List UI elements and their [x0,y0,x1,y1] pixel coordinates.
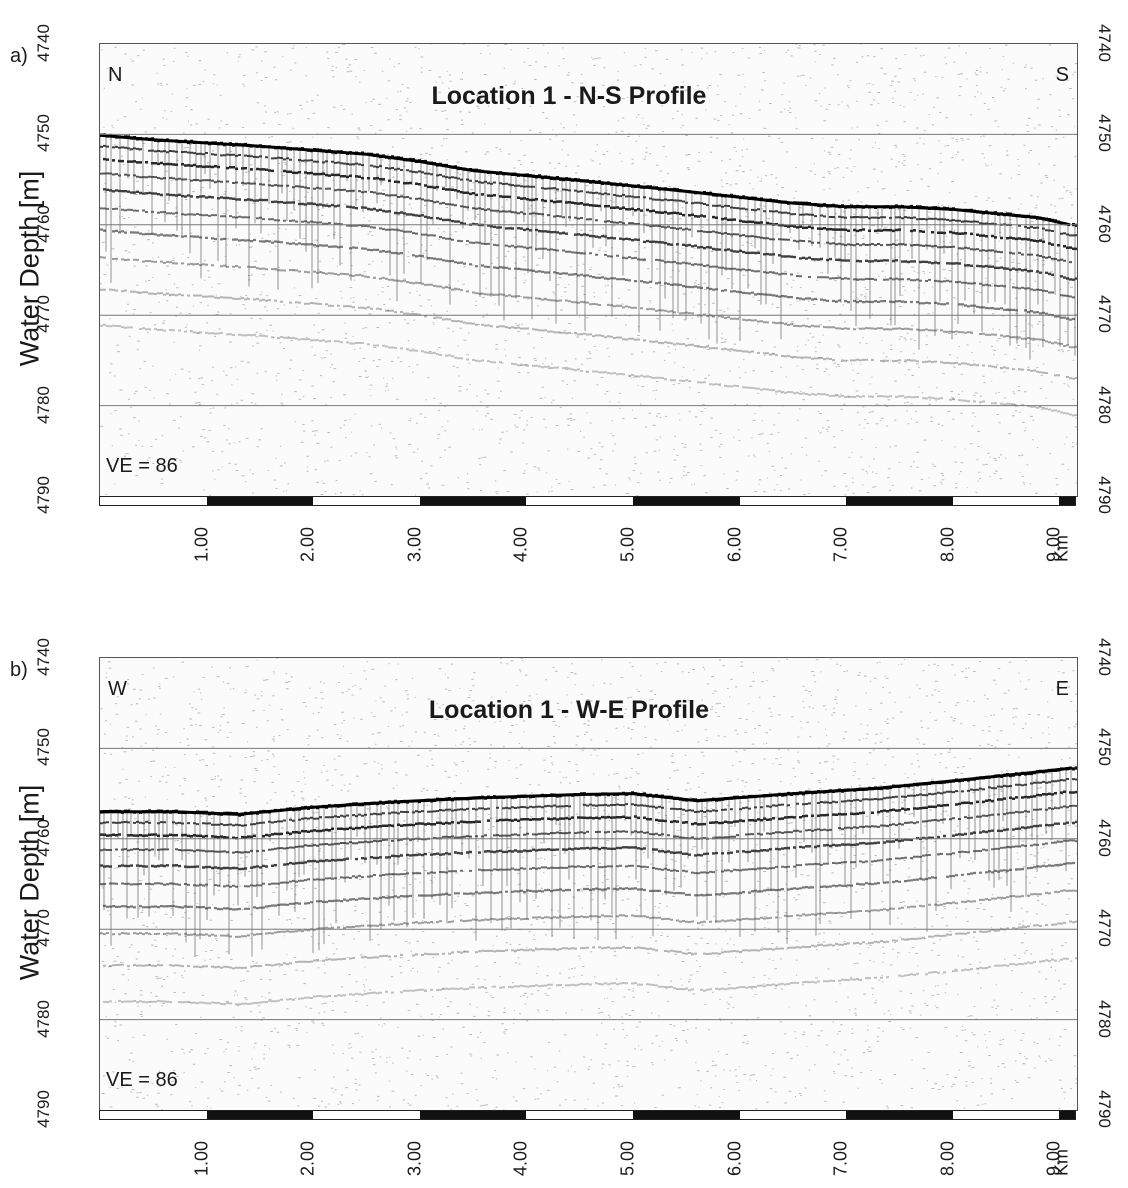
vertical-exaggeration-label: VE = 86 [106,1069,178,1091]
scale-bar-segment [739,497,847,505]
x-tick-label: 4.00 [510,526,531,563]
y-tick-left: 4770 [34,295,53,334]
vertical-exaggeration-label: VE = 86 [106,455,178,477]
seismic-reflections [100,658,1077,1110]
y-tick-right: 4780 [1095,385,1114,424]
x-tick-label: 6.00 [724,1140,745,1177]
scale-bar-segment [526,1111,633,1119]
seismic-reflections [100,44,1077,496]
right-direction-label: E [1055,678,1069,700]
x-tick-label: 5.00 [617,526,638,563]
y-tick-right: 4740 [1095,24,1114,62]
x-axis-unit: Km [1051,535,1072,562]
scale-bar-segment [846,1111,953,1119]
x-tick-label: 8.00 [937,1140,958,1177]
x-tick-label: 2.00 [297,1140,318,1177]
y-axis-label: Water Depth [m] [14,170,45,367]
x-tick-label: 1.00 [191,526,212,563]
y-tick-left: 4780 [34,385,53,424]
y-tick-left: 4750 [34,114,53,153]
y-tick-left: 4760 [34,204,53,243]
x-tick-label: 5.00 [617,1140,638,1177]
y-tick-right: 4780 [1095,999,1114,1038]
scale-bar-segment [952,1111,1060,1119]
scale-bar-segment [100,1111,207,1119]
y-tick-right: 4760 [1095,818,1114,857]
figure-panel-a: a) Water Depth [m] Location 1 - N-S Profil… [10,24,1114,563]
y-tick-left: 4750 [34,728,53,767]
scale-bar-segment [419,497,527,505]
scale-bar-segment [952,497,1060,505]
profile-title: Location 1 - N-S Profile [431,82,707,110]
x-axis-unit: Km [1051,1149,1072,1176]
left-direction-label: W [108,678,127,700]
seismic-profile-image: Location 1 - N-S Profile N S VE = 86 [99,43,1078,497]
profile-title: Location 1 - W-E Profile [428,696,709,724]
x-tick-label: 1.00 [191,1140,212,1177]
x-tick-label: 6.00 [724,526,745,563]
y-tick-right: 4760 [1095,204,1114,243]
seafloor-reflector [100,766,1071,816]
scale-bar-segment [1059,1111,1075,1119]
y-tick-right: 4790 [1095,1090,1114,1128]
y-tick-left: 4790 [34,476,53,514]
y-tick-right: 4770 [1095,909,1114,948]
x-tick-label: 8.00 [937,526,958,563]
scale-bar-segment [1059,497,1075,505]
x-tick-label: 4.00 [510,1140,531,1177]
scale-bar-segment [313,1111,420,1119]
panel-label: a) [10,45,28,67]
y-tick-right: 4750 [1095,114,1114,153]
right-direction-label: S [1055,64,1069,86]
figure-panel-b: b) Water Depth [m] Location 1 - W-E Profil… [0,614,1128,1188]
distance-scale-bar [99,1110,1076,1120]
scale-bar-segment [632,497,740,505]
y-tick-right: 4770 [1095,295,1114,334]
scale-bar-segment [526,497,633,505]
left-direction-label: N [108,64,123,86]
scale-bar-segment [313,497,420,505]
scale-bar-segment [206,497,314,505]
y-axis-label: Water Depth [m] [14,784,45,981]
x-tick-label: 2.00 [297,526,318,563]
scale-bar-segment [206,1111,314,1119]
seafloor-reflector [100,133,1071,227]
scale-bar-segment [632,1111,740,1119]
y-tick-left: 4740 [34,638,53,676]
y-tick-left: 4740 [34,24,53,62]
panel-label: b) [10,659,28,681]
y-tick-right: 4750 [1095,728,1114,767]
y-tick-right: 4790 [1095,476,1114,514]
x-tick-label: 3.00 [404,526,425,563]
scale-bar-segment [739,1111,847,1119]
y-tick-left: 4780 [34,999,53,1038]
x-tick-label: 3.00 [404,1140,425,1177]
scale-bar-segment [419,1111,527,1119]
y-tick-left: 4790 [34,1090,53,1128]
y-tick-left: 4770 [34,909,53,948]
x-tick-label: 7.00 [830,1140,851,1177]
x-tick-label: 7.00 [830,526,851,563]
scale-bar-segment [100,497,207,505]
y-tick-right: 4740 [1095,638,1114,676]
distance-scale-bar [99,496,1076,506]
seismic-profile-image: Location 1 - W-E Profile W E VE = 86 [99,657,1078,1111]
scale-bar-segment [846,497,953,505]
y-tick-left: 4760 [34,818,53,857]
